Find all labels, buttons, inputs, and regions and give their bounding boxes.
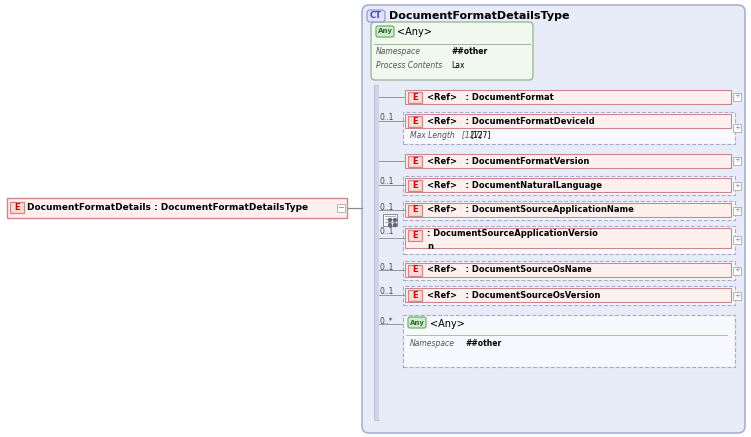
- Bar: [733, 291, 741, 299]
- Text: DocumentFormatDetailsType: DocumentFormatDetailsType: [389, 11, 569, 21]
- Text: Lax: Lax: [451, 60, 465, 69]
- Bar: [374, 85, 379, 420]
- Bar: [403, 201, 735, 220]
- Text: ##other: ##other: [451, 48, 487, 56]
- Text: Any: Any: [409, 319, 424, 326]
- Text: <Ref>   : DocumentNaturalLanguage: <Ref> : DocumentNaturalLanguage: [427, 180, 602, 190]
- Text: E: E: [412, 117, 418, 125]
- Text: E: E: [412, 291, 418, 299]
- Text: <Ref>   : DocumentSourceOsName: <Ref> : DocumentSourceOsName: [427, 266, 592, 274]
- Bar: [733, 236, 741, 244]
- Bar: [403, 176, 735, 195]
- Text: DocumentFormatDetails : DocumentFormatDetailsType: DocumentFormatDetails : DocumentFormatDe…: [27, 204, 308, 212]
- Text: +: +: [734, 157, 740, 163]
- Text: E: E: [412, 180, 418, 190]
- Text: +: +: [734, 183, 740, 188]
- Text: 0..1: 0..1: [379, 177, 394, 187]
- Circle shape: [388, 218, 391, 222]
- Bar: [408, 156, 422, 166]
- FancyBboxPatch shape: [376, 26, 394, 37]
- Text: ##other: ##other: [465, 339, 501, 347]
- Bar: [405, 263, 731, 277]
- Text: <Ref>   : DocumentFormat: <Ref> : DocumentFormat: [427, 93, 553, 101]
- Text: +: +: [734, 267, 740, 274]
- Bar: [733, 181, 741, 190]
- Bar: [733, 156, 741, 164]
- Bar: [405, 114, 731, 128]
- Text: 0..1: 0..1: [379, 288, 394, 296]
- Text: Max Length   [127]: Max Length [127]: [410, 131, 482, 139]
- Text: CT: CT: [370, 11, 382, 21]
- Text: <Ref>   : DocumentSourceApplicationName: <Ref> : DocumentSourceApplicationName: [427, 205, 634, 215]
- Bar: [408, 91, 422, 103]
- Bar: [405, 288, 731, 302]
- Text: E: E: [412, 156, 418, 166]
- Bar: [7, 198, 347, 218]
- Bar: [733, 207, 741, 215]
- Text: <Ref>   : DocumentSourceOsVersion: <Ref> : DocumentSourceOsVersion: [427, 291, 600, 299]
- FancyBboxPatch shape: [362, 5, 745, 433]
- Bar: [408, 229, 422, 240]
- Text: <Any>: <Any>: [397, 27, 432, 37]
- Text: 0..1: 0..1: [379, 263, 394, 271]
- Text: 0..1: 0..1: [379, 228, 394, 236]
- Text: Namespace: Namespace: [376, 48, 421, 56]
- Text: 0..1: 0..1: [379, 202, 394, 212]
- Bar: [405, 203, 731, 217]
- Bar: [405, 228, 731, 248]
- Bar: [10, 202, 24, 213]
- Text: Process Contents: Process Contents: [376, 60, 442, 69]
- Bar: [408, 289, 422, 301]
- Text: [127]: [127]: [470, 131, 490, 139]
- Text: : DocumentSourceApplicationVersio: : DocumentSourceApplicationVersio: [427, 229, 598, 237]
- Bar: [403, 261, 735, 280]
- Text: E: E: [14, 203, 20, 212]
- Text: 0..1: 0..1: [379, 114, 394, 122]
- Bar: [408, 180, 422, 191]
- Text: E: E: [412, 266, 418, 274]
- Bar: [405, 178, 731, 192]
- Bar: [403, 286, 735, 305]
- Circle shape: [388, 223, 391, 226]
- Circle shape: [394, 223, 397, 226]
- Bar: [408, 115, 422, 126]
- Text: +: +: [734, 94, 740, 100]
- Text: <Ref>   : DocumentFormatDeviceId: <Ref> : DocumentFormatDeviceId: [427, 117, 595, 125]
- Bar: [408, 205, 422, 215]
- Bar: [379, 85, 389, 420]
- Circle shape: [394, 218, 397, 222]
- Bar: [408, 264, 422, 275]
- Text: <Ref>   : DocumentFormatVersion: <Ref> : DocumentFormatVersion: [427, 156, 590, 166]
- Bar: [403, 226, 735, 254]
- Text: +: +: [734, 125, 740, 131]
- Text: −: −: [337, 204, 345, 212]
- Bar: [733, 124, 741, 132]
- Bar: [733, 93, 741, 101]
- Text: 0..*: 0..*: [379, 316, 393, 326]
- Text: Any: Any: [378, 28, 393, 35]
- Text: Namespace: Namespace: [410, 339, 455, 347]
- FancyBboxPatch shape: [408, 317, 426, 328]
- FancyBboxPatch shape: [371, 22, 533, 80]
- FancyBboxPatch shape: [367, 10, 385, 22]
- Bar: [733, 267, 741, 274]
- Text: E: E: [412, 93, 418, 101]
- Text: E: E: [412, 205, 418, 215]
- Text: E: E: [412, 230, 418, 239]
- Text: +: +: [734, 237, 740, 243]
- Text: <Any>: <Any>: [430, 319, 465, 329]
- Text: n: n: [427, 242, 433, 251]
- Bar: [383, 214, 397, 226]
- Bar: [403, 112, 735, 144]
- Bar: [405, 90, 731, 104]
- Text: +: +: [734, 292, 740, 298]
- Bar: [405, 154, 731, 168]
- Bar: [337, 204, 345, 212]
- Text: +: +: [734, 208, 740, 214]
- Bar: [403, 315, 735, 367]
